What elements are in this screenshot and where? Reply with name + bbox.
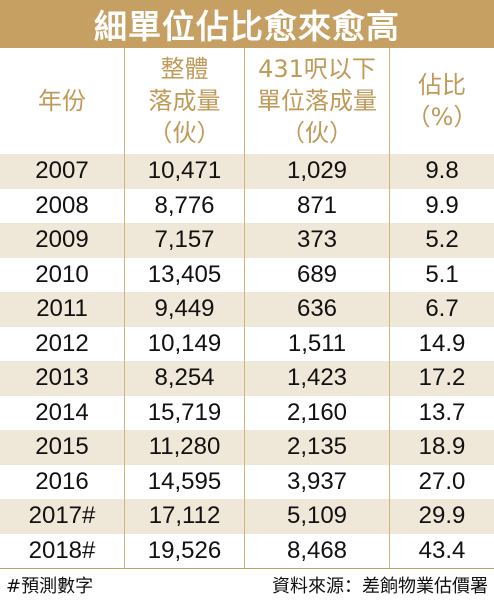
- cell-year: 2010: [35, 260, 89, 288]
- cell-percentage: 9.9: [389, 188, 494, 223]
- table-header: 年份 整體 落成量 （伙） 431呎以下 單位落成量 （伙） 佔比 （%）: [0, 48, 494, 154]
- cell-total-completions: 10,471: [124, 154, 244, 189]
- table-row: 2017# 17,112 5,109 29.9: [0, 499, 494, 534]
- header-small-unit-completions: 431呎以下 單位落成量 （伙）: [244, 48, 389, 154]
- cell-total-completions: 7,157: [124, 223, 244, 258]
- cell-total-completions: 15,719: [124, 395, 244, 430]
- forecast-note: #預測數字: [6, 575, 94, 597]
- cell-small-unit-completions: 2,160: [244, 395, 389, 430]
- table-title: 細單位佔比愈來愈高: [0, 0, 494, 48]
- cell-total-completions: 13,405: [124, 257, 244, 292]
- cell-year: 2017#: [28, 502, 96, 530]
- cell-percentage: 5.1: [389, 257, 494, 292]
- cell-percentage: 13.7: [389, 395, 494, 430]
- header-total-completions: 整體 落成量 （伙）: [124, 48, 244, 154]
- cell-small-unit-completions: 1,511: [244, 326, 389, 361]
- table-row: 2015 11,280 2,135 18.9: [0, 430, 494, 465]
- cell-percentage: 29.9: [389, 499, 494, 534]
- cell-year: 2015: [35, 433, 89, 461]
- cell-year: 2016: [35, 467, 89, 495]
- cell-year: 2014: [35, 398, 89, 426]
- table-row: 2018# 19,526 8,468 43.4: [0, 533, 494, 568]
- table-row: 2008 8,776 871 9.9: [0, 188, 494, 223]
- cell-small-unit-completions: 1,423: [244, 361, 389, 396]
- cell-total-completions: 8,254: [124, 361, 244, 396]
- table-row: 2007 10,471 1,029 9.8: [0, 154, 494, 189]
- cell-small-unit-completions: 636: [244, 292, 389, 327]
- cell-percentage: 17.2: [389, 361, 494, 396]
- cell-total-completions: 11,280: [124, 430, 244, 465]
- cell-total-completions: 14,595: [124, 464, 244, 499]
- table-row: 2013 8,254 1,423 17.2: [0, 361, 494, 396]
- cell-percentage: 5.2: [389, 223, 494, 258]
- table-row: 2009 7,157 373 5.2: [0, 223, 494, 258]
- cell-percentage: 6.7: [389, 292, 494, 327]
- header-percentage: 佔比 （%）: [389, 48, 494, 154]
- cell-small-unit-completions: 373: [244, 223, 389, 258]
- table-row: 2014 15,719 2,160 13.7: [0, 395, 494, 430]
- cell-year: 2009: [35, 226, 89, 254]
- cell-small-unit-completions: 871: [244, 188, 389, 223]
- cell-total-completions: 9,449: [124, 292, 244, 327]
- cell-small-unit-completions: 8,468: [244, 533, 389, 568]
- table-footer: #預測數字 資料來源：差餉物業估價署: [0, 568, 494, 600]
- cell-year: 2018#: [28, 536, 96, 564]
- cell-percentage: 9.8: [389, 154, 494, 189]
- table-row: 2011 9,449 636 6.7: [0, 292, 494, 327]
- cell-small-unit-completions: 689: [244, 257, 389, 292]
- cell-small-unit-completions: 2,135: [244, 430, 389, 465]
- cell-total-completions: 10,149: [124, 326, 244, 361]
- cell-small-unit-completions: 5,109: [244, 499, 389, 534]
- cell-small-unit-completions: 3,937: [244, 464, 389, 499]
- cell-percentage: 27.0: [389, 464, 494, 499]
- cell-year: 2013: [35, 364, 89, 392]
- cell-year: 2008: [35, 191, 89, 219]
- table-row: 2012 10,149 1,511 14.9: [0, 326, 494, 361]
- cell-year: 2012: [35, 329, 89, 357]
- cell-percentage: 18.9: [389, 430, 494, 465]
- cell-total-completions: 8,776: [124, 188, 244, 223]
- cell-small-unit-completions: 1,029: [244, 154, 389, 189]
- table-row: 2016 14,595 3,937 27.0: [0, 464, 494, 499]
- cell-percentage: 14.9: [389, 326, 494, 361]
- cell-year: 2011: [36, 295, 88, 323]
- header-year: 年份: [38, 87, 86, 115]
- table-row: 2010 13,405 689 5.1: [0, 257, 494, 292]
- cell-total-completions: 19,526: [124, 533, 244, 568]
- cell-percentage: 43.4: [389, 533, 494, 568]
- table-body: 2007 10,471 1,029 9.8 2008 8,776 871 9.9 2009 7,1…: [0, 154, 494, 568]
- cell-year: 2007: [35, 157, 89, 185]
- data-source: 資料來源：差餉物業估價署: [272, 575, 488, 597]
- cell-total-completions: 17,112: [124, 499, 244, 534]
